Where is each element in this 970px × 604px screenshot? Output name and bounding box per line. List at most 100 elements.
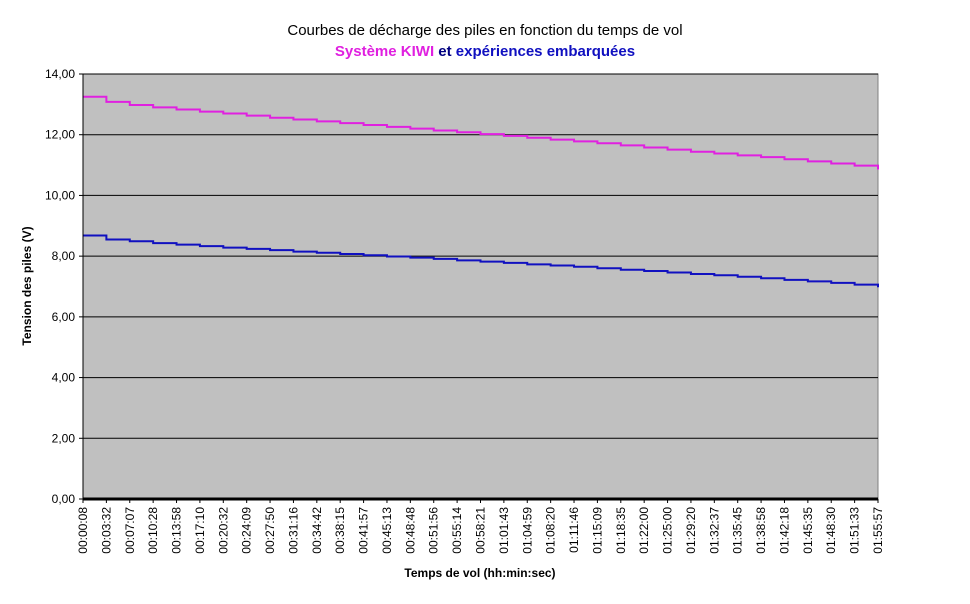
series-0-point (643, 146, 645, 148)
subtitle-kiwi: Système KIWI (334, 43, 435, 60)
series-1-point (550, 265, 552, 267)
series-1-point (620, 269, 622, 271)
x-tick-label: 00:45:13 (380, 507, 394, 554)
series-0-point (760, 156, 762, 158)
series-0-point (503, 135, 505, 137)
chart-title: Courbes de décharge des piles en fonctio… (287, 22, 683, 39)
series-0-point (222, 112, 224, 114)
series-1-point (643, 270, 645, 272)
series-0-point (877, 168, 879, 170)
x-tick-label: 01:01:43 (497, 507, 511, 554)
x-tick-label: 01:11:46 (567, 507, 581, 553)
series-1-point (854, 284, 856, 286)
series-0-point (854, 165, 856, 167)
x-tick-label: 01:48:30 (824, 507, 838, 554)
x-tick-label: 01:29:20 (684, 507, 698, 554)
series-0-point (269, 117, 271, 119)
series-0-point (339, 122, 341, 124)
series-0-point (129, 104, 131, 106)
series-0-point (152, 106, 154, 108)
x-tick-label: 01:18:35 (614, 507, 628, 554)
series-0-point (246, 115, 248, 117)
series-1-point (339, 253, 341, 255)
series-1-point (830, 282, 832, 284)
series-lines (82, 95, 879, 288)
series-0-point (526, 137, 528, 139)
plot-area (82, 73, 879, 500)
series-1-point (199, 245, 201, 247)
y-ticks: 0,00 2,00 4,00 6,00 8,00 10,00 12,00 14,00 (45, 67, 83, 506)
series-0-point (713, 153, 715, 155)
y-tick-label: 4,00 (52, 371, 76, 385)
series-1-point (386, 255, 388, 257)
x-tick-label: 00:51:56 (427, 507, 441, 554)
series-0-point (409, 128, 411, 130)
series-1-point (316, 252, 318, 254)
x-tick-label: 00:10:28 (146, 507, 160, 554)
series-1-point (269, 249, 271, 251)
series-0-point (316, 120, 318, 122)
series-0-point (480, 133, 481, 135)
x-tick-label: 00:17:10 (193, 507, 207, 554)
subtitle-experiments: expériences embarquées (455, 43, 636, 60)
series-0-point (176, 109, 178, 111)
series-1-point (596, 267, 598, 269)
x-tick-label: 01:22:00 (637, 507, 651, 554)
series-0-point (620, 144, 622, 146)
series-0-point (433, 129, 435, 131)
series-0-point (386, 126, 388, 128)
series-1-point (152, 242, 154, 244)
series-1-point (503, 262, 505, 264)
series-1-point (783, 279, 785, 281)
series-1-point (690, 273, 692, 275)
x-tick-label: 01:35:45 (731, 507, 745, 554)
x-tick-label: 00:55:14 (450, 507, 464, 554)
series-1-point (176, 244, 178, 246)
series-0-point (363, 124, 365, 126)
series-1-point (246, 248, 248, 250)
series-0-point (807, 160, 809, 162)
series-1-point (807, 280, 809, 282)
series-0-point (783, 158, 785, 160)
series-0-point (830, 163, 832, 165)
x-tick-label: 00:03:32 (99, 507, 113, 554)
y-tick-label: 10,00 (45, 188, 75, 202)
series-1-point (480, 261, 481, 263)
series-1-point (363, 254, 365, 256)
series-0-point (737, 154, 739, 156)
series-0-point (105, 101, 107, 103)
series-1-point (105, 238, 107, 240)
x-tick-label: 01:25:00 (661, 507, 675, 554)
series-0-point (573, 140, 575, 142)
y-tick-label: 6,00 (52, 310, 76, 324)
series-1-point (129, 240, 131, 242)
x-tick-label: 01:45:35 (801, 507, 815, 554)
x-tick-label: 00:07:07 (123, 507, 137, 554)
y-axis-title: Tension des piles (V) (20, 226, 34, 345)
series-1-point (409, 257, 411, 259)
gridlines (83, 73, 878, 439)
x-tick-label: 01:55:57 (871, 507, 885, 554)
x-tick-label: 00:41:57 (357, 507, 371, 554)
y-tick-label: 12,00 (45, 128, 75, 142)
x-ticks: 00:00:08 00:03:32 00:07:07 00:10:28 00:13:58… (76, 499, 885, 554)
x-tick-label: 00:24:09 (240, 507, 254, 554)
x-tick-label: 00:58:21 (474, 507, 488, 554)
x-tick-label: 01:38:58 (754, 507, 768, 554)
series-1-point (737, 276, 739, 278)
series-0-point (550, 139, 552, 141)
series-0-point (292, 119, 294, 121)
series-1-point (713, 274, 715, 276)
x-tick-label: 01:04:59 (520, 507, 534, 554)
series-1-point (292, 251, 294, 253)
x-tick-label: 01:32:37 (707, 507, 721, 554)
x-tick-label: 01:42:18 (777, 507, 791, 554)
series-1-point (877, 286, 879, 288)
x-tick-label: 00:31:16 (286, 507, 300, 554)
x-tick-label: 00:00:08 (76, 507, 90, 554)
y-tick-label: 14,00 (45, 67, 75, 81)
y-tick-label: 8,00 (52, 249, 76, 263)
series-1-point (222, 247, 224, 249)
x-tick-label: 01:15:09 (590, 507, 604, 554)
